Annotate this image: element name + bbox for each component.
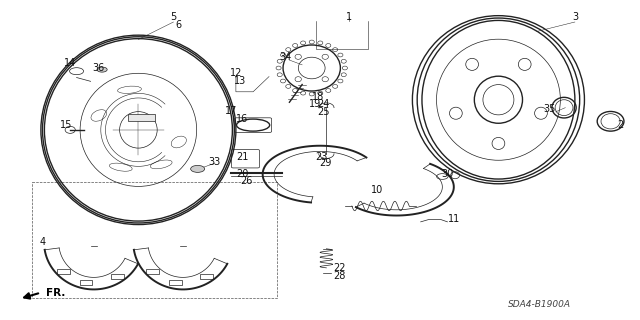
Text: 29: 29 <box>319 158 332 168</box>
Text: FR.: FR. <box>46 288 65 298</box>
Bar <box>200 274 213 279</box>
Text: 11: 11 <box>448 214 460 224</box>
Text: 17: 17 <box>225 106 237 116</box>
Text: 24: 24 <box>317 100 330 109</box>
Text: 19: 19 <box>308 100 321 109</box>
Text: 25: 25 <box>317 108 330 117</box>
Bar <box>128 114 155 121</box>
Bar <box>80 280 92 285</box>
Text: 34: 34 <box>279 52 291 62</box>
Text: 2: 2 <box>618 120 624 130</box>
Text: 21: 21 <box>236 152 248 162</box>
Text: 1: 1 <box>346 12 352 22</box>
Text: 18: 18 <box>312 92 324 101</box>
Text: 6: 6 <box>175 20 182 29</box>
Text: SDA4-B1900A: SDA4-B1900A <box>508 300 572 309</box>
Text: 16: 16 <box>236 114 248 124</box>
Bar <box>169 280 182 285</box>
Text: 20: 20 <box>236 169 248 179</box>
Ellipse shape <box>97 67 107 72</box>
Text: 26: 26 <box>240 176 252 186</box>
Text: 30: 30 <box>442 169 454 179</box>
Bar <box>32 181 277 298</box>
Text: 28: 28 <box>333 271 346 281</box>
Text: 3: 3 <box>572 12 578 22</box>
Text: 4: 4 <box>39 237 45 247</box>
Bar <box>57 268 70 274</box>
Text: 23: 23 <box>315 152 328 162</box>
Text: 36: 36 <box>92 63 104 73</box>
Text: 10: 10 <box>371 185 383 195</box>
Bar <box>111 274 124 279</box>
Text: 14: 14 <box>64 58 76 68</box>
Text: 22: 22 <box>333 263 346 273</box>
Text: 33: 33 <box>209 156 221 167</box>
Text: 12: 12 <box>230 68 242 78</box>
Text: 5: 5 <box>170 12 177 22</box>
Ellipse shape <box>191 165 205 172</box>
Text: 13: 13 <box>234 76 246 86</box>
Bar <box>147 268 159 274</box>
Text: 15: 15 <box>60 120 72 130</box>
Text: 35: 35 <box>543 104 556 114</box>
